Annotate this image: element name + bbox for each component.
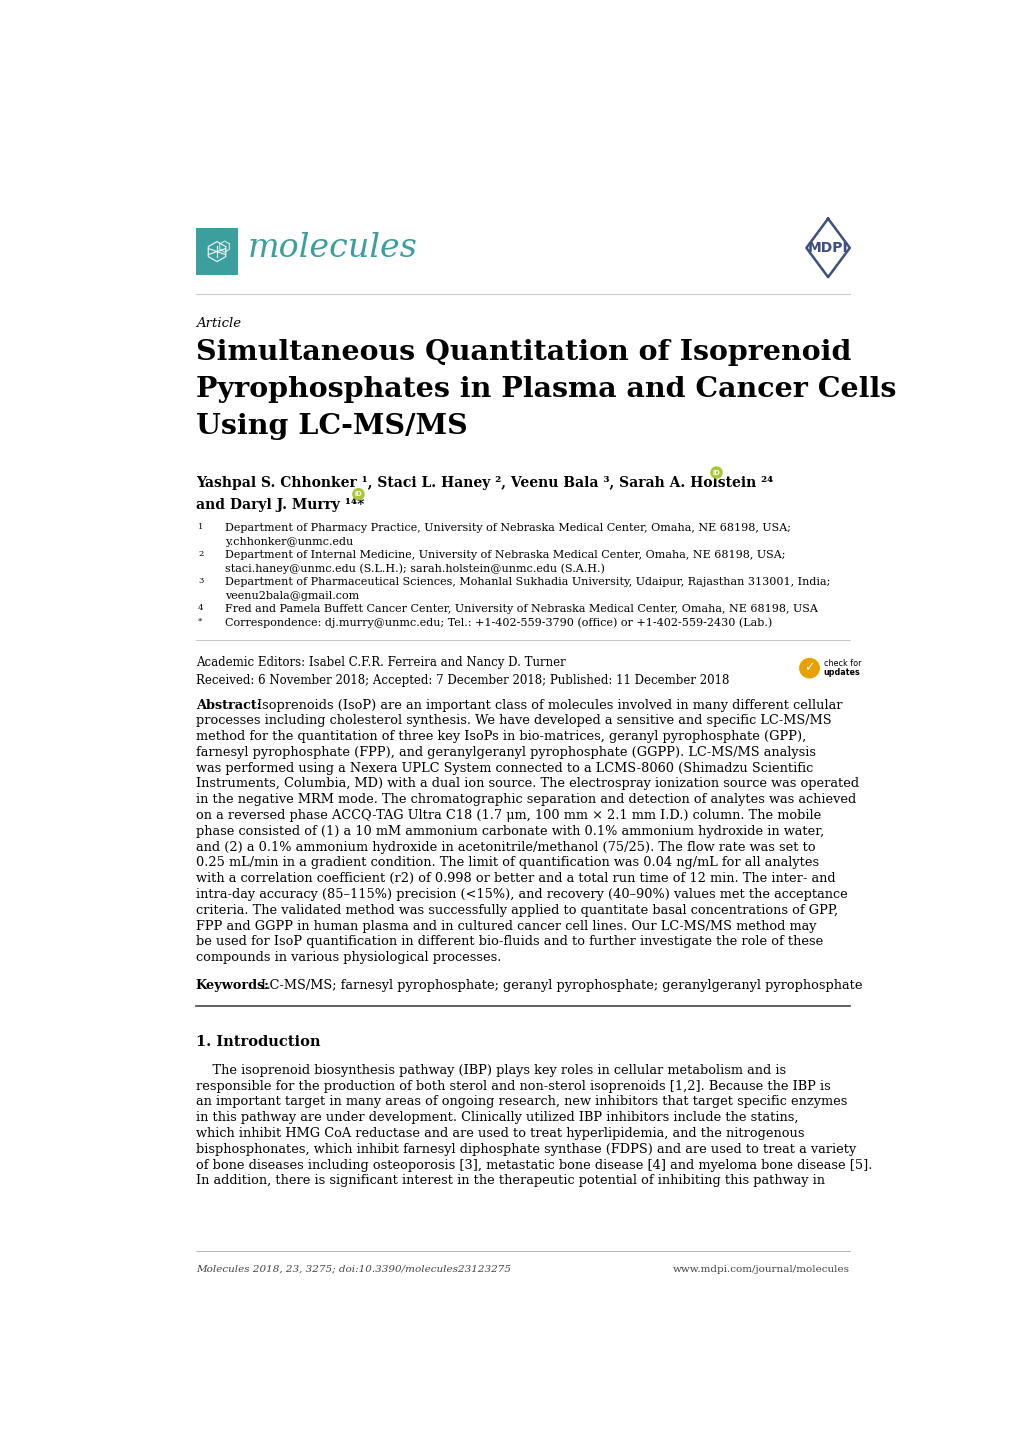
Text: with a correlation coefficient (r2) of 0.998 or better and a total run time of 1: with a correlation coefficient (r2) of 0… [196,872,835,885]
Text: staci.haney@unmc.edu (S.L.H.); sarah.holstein@unmc.edu (S.A.H.): staci.haney@unmc.edu (S.L.H.); sarah.hol… [225,564,604,574]
Text: The isoprenoid biosynthesis pathway (IBP) plays key roles in cellular metabolism: The isoprenoid biosynthesis pathway (IBP… [196,1064,785,1077]
Text: in this pathway are under development. Clinically utilized IBP inhibitors includ: in this pathway are under development. C… [196,1112,798,1125]
Text: bisphosphonates, which inhibit farnesyl diphosphate synthase (FDPS) and are used: bisphosphonates, which inhibit farnesyl … [196,1144,855,1156]
Text: farnesyl pyrophosphate (FPP), and geranylgeranyl pyrophosphate (GGPP). LC-MS/MS : farnesyl pyrophosphate (FPP), and gerany… [196,746,815,758]
Circle shape [353,489,364,500]
Text: criteria. The validated method was successfully applied to quantitate basal conc: criteria. The validated method was succe… [196,904,837,917]
Text: molecules: molecules [248,232,417,264]
Text: method for the quantitation of three key IsoPs in bio-matrices, geranyl pyrophos: method for the quantitation of three key… [196,730,805,743]
Text: compounds in various physiological processes.: compounds in various physiological proce… [196,952,500,965]
Text: and (2) a 0.1% ammonium hydroxide in acetonitrile/methanol (75/25). The flow rat: and (2) a 0.1% ammonium hydroxide in ace… [196,841,814,854]
Text: be used for IsoP quantification in different bio-fluids and to further investiga: be used for IsoP quantification in diffe… [196,936,822,949]
Text: Department of Pharmacy Practice, University of Nebraska Medical Center, Omaha, N: Department of Pharmacy Practice, Univers… [225,523,791,534]
Text: updates: updates [823,668,860,678]
Text: responsible for the production of both sterol and non-sterol isoprenoids [1,2]. : responsible for the production of both s… [196,1080,829,1093]
Text: Department of Pharmaceutical Sciences, Mohanlal Sukhadia University, Udaipur, Ra: Department of Pharmaceutical Sciences, M… [225,577,829,587]
Text: Isoprenoids (IsoP) are an important class of molecules involved in many differen: Isoprenoids (IsoP) are an important clas… [257,698,842,711]
Text: and Daryl J. Murry ¹⁴*: and Daryl J. Murry ¹⁴* [196,497,364,512]
Text: Using LC-MS/MS: Using LC-MS/MS [196,412,467,440]
Text: Pyrophosphates in Plasma and Cancer Cells: Pyrophosphates in Plasma and Cancer Cell… [196,375,896,402]
Bar [196,228,238,274]
Text: In addition, there is significant interest in the therapeutic potential of inhib: In addition, there is significant intere… [196,1174,824,1187]
Text: Simultaneous Quantitation of Isoprenoid: Simultaneous Quantitation of Isoprenoid [196,339,850,366]
Text: 1: 1 [198,523,203,532]
Text: which inhibit HMG CoA reductase and are used to treat hyperlipidemia, and the ni: which inhibit HMG CoA reductase and are … [196,1128,803,1141]
Text: on a reversed phase ACCQ-TAG Ultra C18 (1.7 μm, 100 mm × 2.1 mm I.D.) column. Th: on a reversed phase ACCQ-TAG Ultra C18 (… [196,809,820,822]
Text: 1. Introduction: 1. Introduction [196,1035,320,1050]
Text: Article: Article [196,317,240,330]
Text: y.chhonker@unmc.edu: y.chhonker@unmc.edu [225,536,353,547]
Text: 3: 3 [198,577,203,585]
Text: an important target in many areas of ongoing research, new inhibitors that targe: an important target in many areas of ong… [196,1096,846,1109]
Text: check for: check for [823,659,860,668]
Text: iD: iD [712,470,719,476]
Text: 2: 2 [198,551,203,558]
Text: 4: 4 [198,604,204,613]
Text: 0.25 mL/min in a gradient condition. The limit of quantification was 0.04 ng/mL : 0.25 mL/min in a gradient condition. The… [196,857,818,870]
Text: iD: iD [355,492,362,497]
Text: Molecules 2018, 23, 3275; doi:10.3390/molecules23123275: Molecules 2018, 23, 3275; doi:10.3390/mo… [196,1265,511,1273]
Text: processes including cholesterol synthesis. We have developed a sensitive and spe: processes including cholesterol synthesi… [196,714,830,727]
Text: MDPI: MDPI [807,241,848,255]
Text: *: * [198,617,202,626]
Text: Received: 6 November 2018; Accepted: 7 December 2018; Published: 11 December 201: Received: 6 November 2018; Accepted: 7 D… [196,673,729,686]
Text: veenu2bala@gmail.com: veenu2bala@gmail.com [225,591,359,601]
Text: intra-day accuracy (85–115%) precision (<15%), and recovery (40–90%) values met : intra-day accuracy (85–115%) precision (… [196,888,847,901]
Text: Yashpal S. Chhonker ¹, Staci L. Haney ², Veenu Bala ³, Sarah A. Holstein ²⁴: Yashpal S. Chhonker ¹, Staci L. Haney ²,… [196,476,772,490]
Text: in the negative MRM mode. The chromatographic separation and detection of analyt: in the negative MRM mode. The chromatogr… [196,793,855,806]
Circle shape [799,659,818,678]
Text: was performed using a Nexera UPLC System connected to a LCMS-8060 (Shimadzu Scie: was performed using a Nexera UPLC System… [196,761,812,774]
Text: Department of Internal Medicine, University of Nebraska Medical Center, Omaha, N: Department of Internal Medicine, Univers… [225,551,785,561]
Text: FPP and GGPP in human plasma and in cultured cancer cell lines. Our LC-MS/MS met: FPP and GGPP in human plasma and in cult… [196,920,815,933]
Text: Keywords:: Keywords: [196,979,269,992]
Text: www.mdpi.com/journal/molecules: www.mdpi.com/journal/molecules [673,1265,849,1273]
Text: of bone diseases including osteoporosis [3], metastatic bone disease [4] and mye: of bone diseases including osteoporosis … [196,1158,871,1172]
Text: Abstract:: Abstract: [196,698,261,711]
Circle shape [710,467,721,479]
Text: Correspondence: dj.murry@unmc.edu; Tel.: +1-402-559-3790 (office) or +1-402-559-: Correspondence: dj.murry@unmc.edu; Tel.:… [225,617,771,629]
Text: ✓: ✓ [803,662,814,675]
Text: Academic Editors: Isabel C.F.R. Ferreira and Nancy D. Turner: Academic Editors: Isabel C.F.R. Ferreira… [196,656,565,669]
Text: Instruments, Columbia, MD) with a dual ion source. The electrospray ionization s: Instruments, Columbia, MD) with a dual i… [196,777,858,790]
Text: phase consisted of (1) a 10 mM ammonium carbonate with 0.1% ammonium hydroxide i: phase consisted of (1) a 10 mM ammonium … [196,825,823,838]
Text: LC-MS/MS; farnesyl pyrophosphate; geranyl pyrophosphate; geranylgeranyl pyrophos: LC-MS/MS; farnesyl pyrophosphate; gerany… [261,979,861,992]
Text: Fred and Pamela Buffett Cancer Center, University of Nebraska Medical Center, Om: Fred and Pamela Buffett Cancer Center, U… [225,604,817,614]
